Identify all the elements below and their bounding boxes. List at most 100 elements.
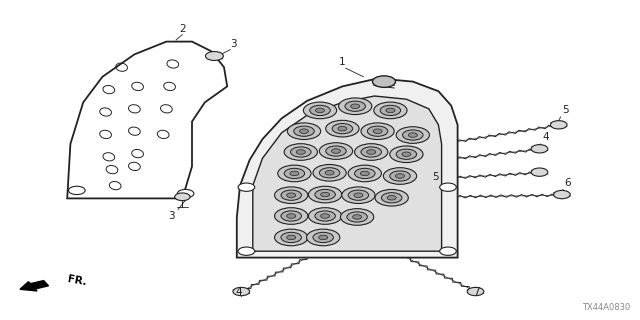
Circle shape xyxy=(275,187,308,204)
Circle shape xyxy=(332,124,353,134)
Circle shape xyxy=(307,229,340,246)
Circle shape xyxy=(291,147,311,157)
Circle shape xyxy=(275,208,308,224)
Circle shape xyxy=(287,235,296,240)
Circle shape xyxy=(315,189,335,200)
Circle shape xyxy=(205,52,223,60)
Circle shape xyxy=(281,211,301,221)
Circle shape xyxy=(360,171,369,176)
Circle shape xyxy=(396,174,404,178)
Circle shape xyxy=(367,126,388,136)
Circle shape xyxy=(345,101,365,111)
Text: FR.: FR. xyxy=(67,274,88,287)
Circle shape xyxy=(175,193,190,201)
Circle shape xyxy=(233,287,250,296)
Circle shape xyxy=(321,214,330,218)
Circle shape xyxy=(348,190,369,200)
Text: 6: 6 xyxy=(564,178,571,188)
Circle shape xyxy=(381,193,402,203)
Circle shape xyxy=(238,247,255,255)
Circle shape xyxy=(308,208,342,224)
FancyArrow shape xyxy=(20,281,49,291)
Circle shape xyxy=(396,127,429,143)
Circle shape xyxy=(319,168,340,178)
Text: 5: 5 xyxy=(432,172,438,182)
Circle shape xyxy=(281,190,301,200)
Circle shape xyxy=(300,129,308,133)
Circle shape xyxy=(332,149,340,153)
Circle shape xyxy=(554,190,570,199)
Circle shape xyxy=(342,187,375,204)
Circle shape xyxy=(238,183,255,191)
Circle shape xyxy=(308,186,342,203)
Circle shape xyxy=(390,146,423,163)
Circle shape xyxy=(284,168,305,179)
Circle shape xyxy=(321,192,330,197)
Circle shape xyxy=(326,120,359,137)
Circle shape xyxy=(68,186,85,195)
Circle shape xyxy=(367,150,376,154)
Circle shape xyxy=(531,168,548,176)
Circle shape xyxy=(278,165,311,182)
Circle shape xyxy=(281,232,301,243)
Circle shape xyxy=(390,171,410,181)
Circle shape xyxy=(440,183,456,191)
Circle shape xyxy=(354,193,363,197)
Circle shape xyxy=(296,150,305,154)
Circle shape xyxy=(177,189,194,198)
Circle shape xyxy=(294,126,314,136)
Text: 7: 7 xyxy=(474,287,480,297)
Circle shape xyxy=(373,129,382,133)
Circle shape xyxy=(361,123,394,140)
Circle shape xyxy=(408,133,417,137)
Circle shape xyxy=(403,130,423,140)
Text: 3: 3 xyxy=(230,39,237,49)
Circle shape xyxy=(374,102,407,119)
Polygon shape xyxy=(237,78,458,258)
Circle shape xyxy=(319,235,328,240)
Circle shape xyxy=(313,164,346,181)
Circle shape xyxy=(550,121,567,129)
Circle shape xyxy=(287,214,296,218)
Circle shape xyxy=(319,143,353,159)
Circle shape xyxy=(340,209,374,225)
Text: 4: 4 xyxy=(236,287,242,297)
Circle shape xyxy=(310,105,330,116)
Circle shape xyxy=(313,232,333,243)
Circle shape xyxy=(375,189,408,206)
Circle shape xyxy=(402,152,411,156)
Text: 2: 2 xyxy=(179,24,186,34)
Circle shape xyxy=(347,212,367,222)
Circle shape xyxy=(339,98,372,115)
Circle shape xyxy=(338,126,347,131)
Circle shape xyxy=(355,144,388,160)
Circle shape xyxy=(383,168,417,184)
Circle shape xyxy=(361,147,381,157)
Text: 5: 5 xyxy=(562,105,568,115)
Circle shape xyxy=(275,229,308,246)
Circle shape xyxy=(353,215,362,219)
Circle shape xyxy=(440,247,456,255)
Text: TX44A0830: TX44A0830 xyxy=(582,303,630,312)
Circle shape xyxy=(351,104,360,108)
Circle shape xyxy=(303,102,337,119)
Circle shape xyxy=(287,193,296,197)
Text: 1: 1 xyxy=(339,57,346,67)
Circle shape xyxy=(326,146,346,156)
Circle shape xyxy=(316,108,324,113)
Circle shape xyxy=(467,287,484,296)
Circle shape xyxy=(355,168,375,179)
Circle shape xyxy=(315,211,335,221)
Text: 4: 4 xyxy=(542,132,548,142)
Circle shape xyxy=(386,108,395,113)
Circle shape xyxy=(348,165,381,182)
Circle shape xyxy=(372,76,396,87)
Circle shape xyxy=(396,149,417,159)
Circle shape xyxy=(287,123,321,140)
Polygon shape xyxy=(253,96,442,251)
Circle shape xyxy=(380,105,401,116)
Circle shape xyxy=(325,171,334,175)
Circle shape xyxy=(387,196,396,200)
Text: 3: 3 xyxy=(168,211,175,220)
Polygon shape xyxy=(67,42,227,198)
